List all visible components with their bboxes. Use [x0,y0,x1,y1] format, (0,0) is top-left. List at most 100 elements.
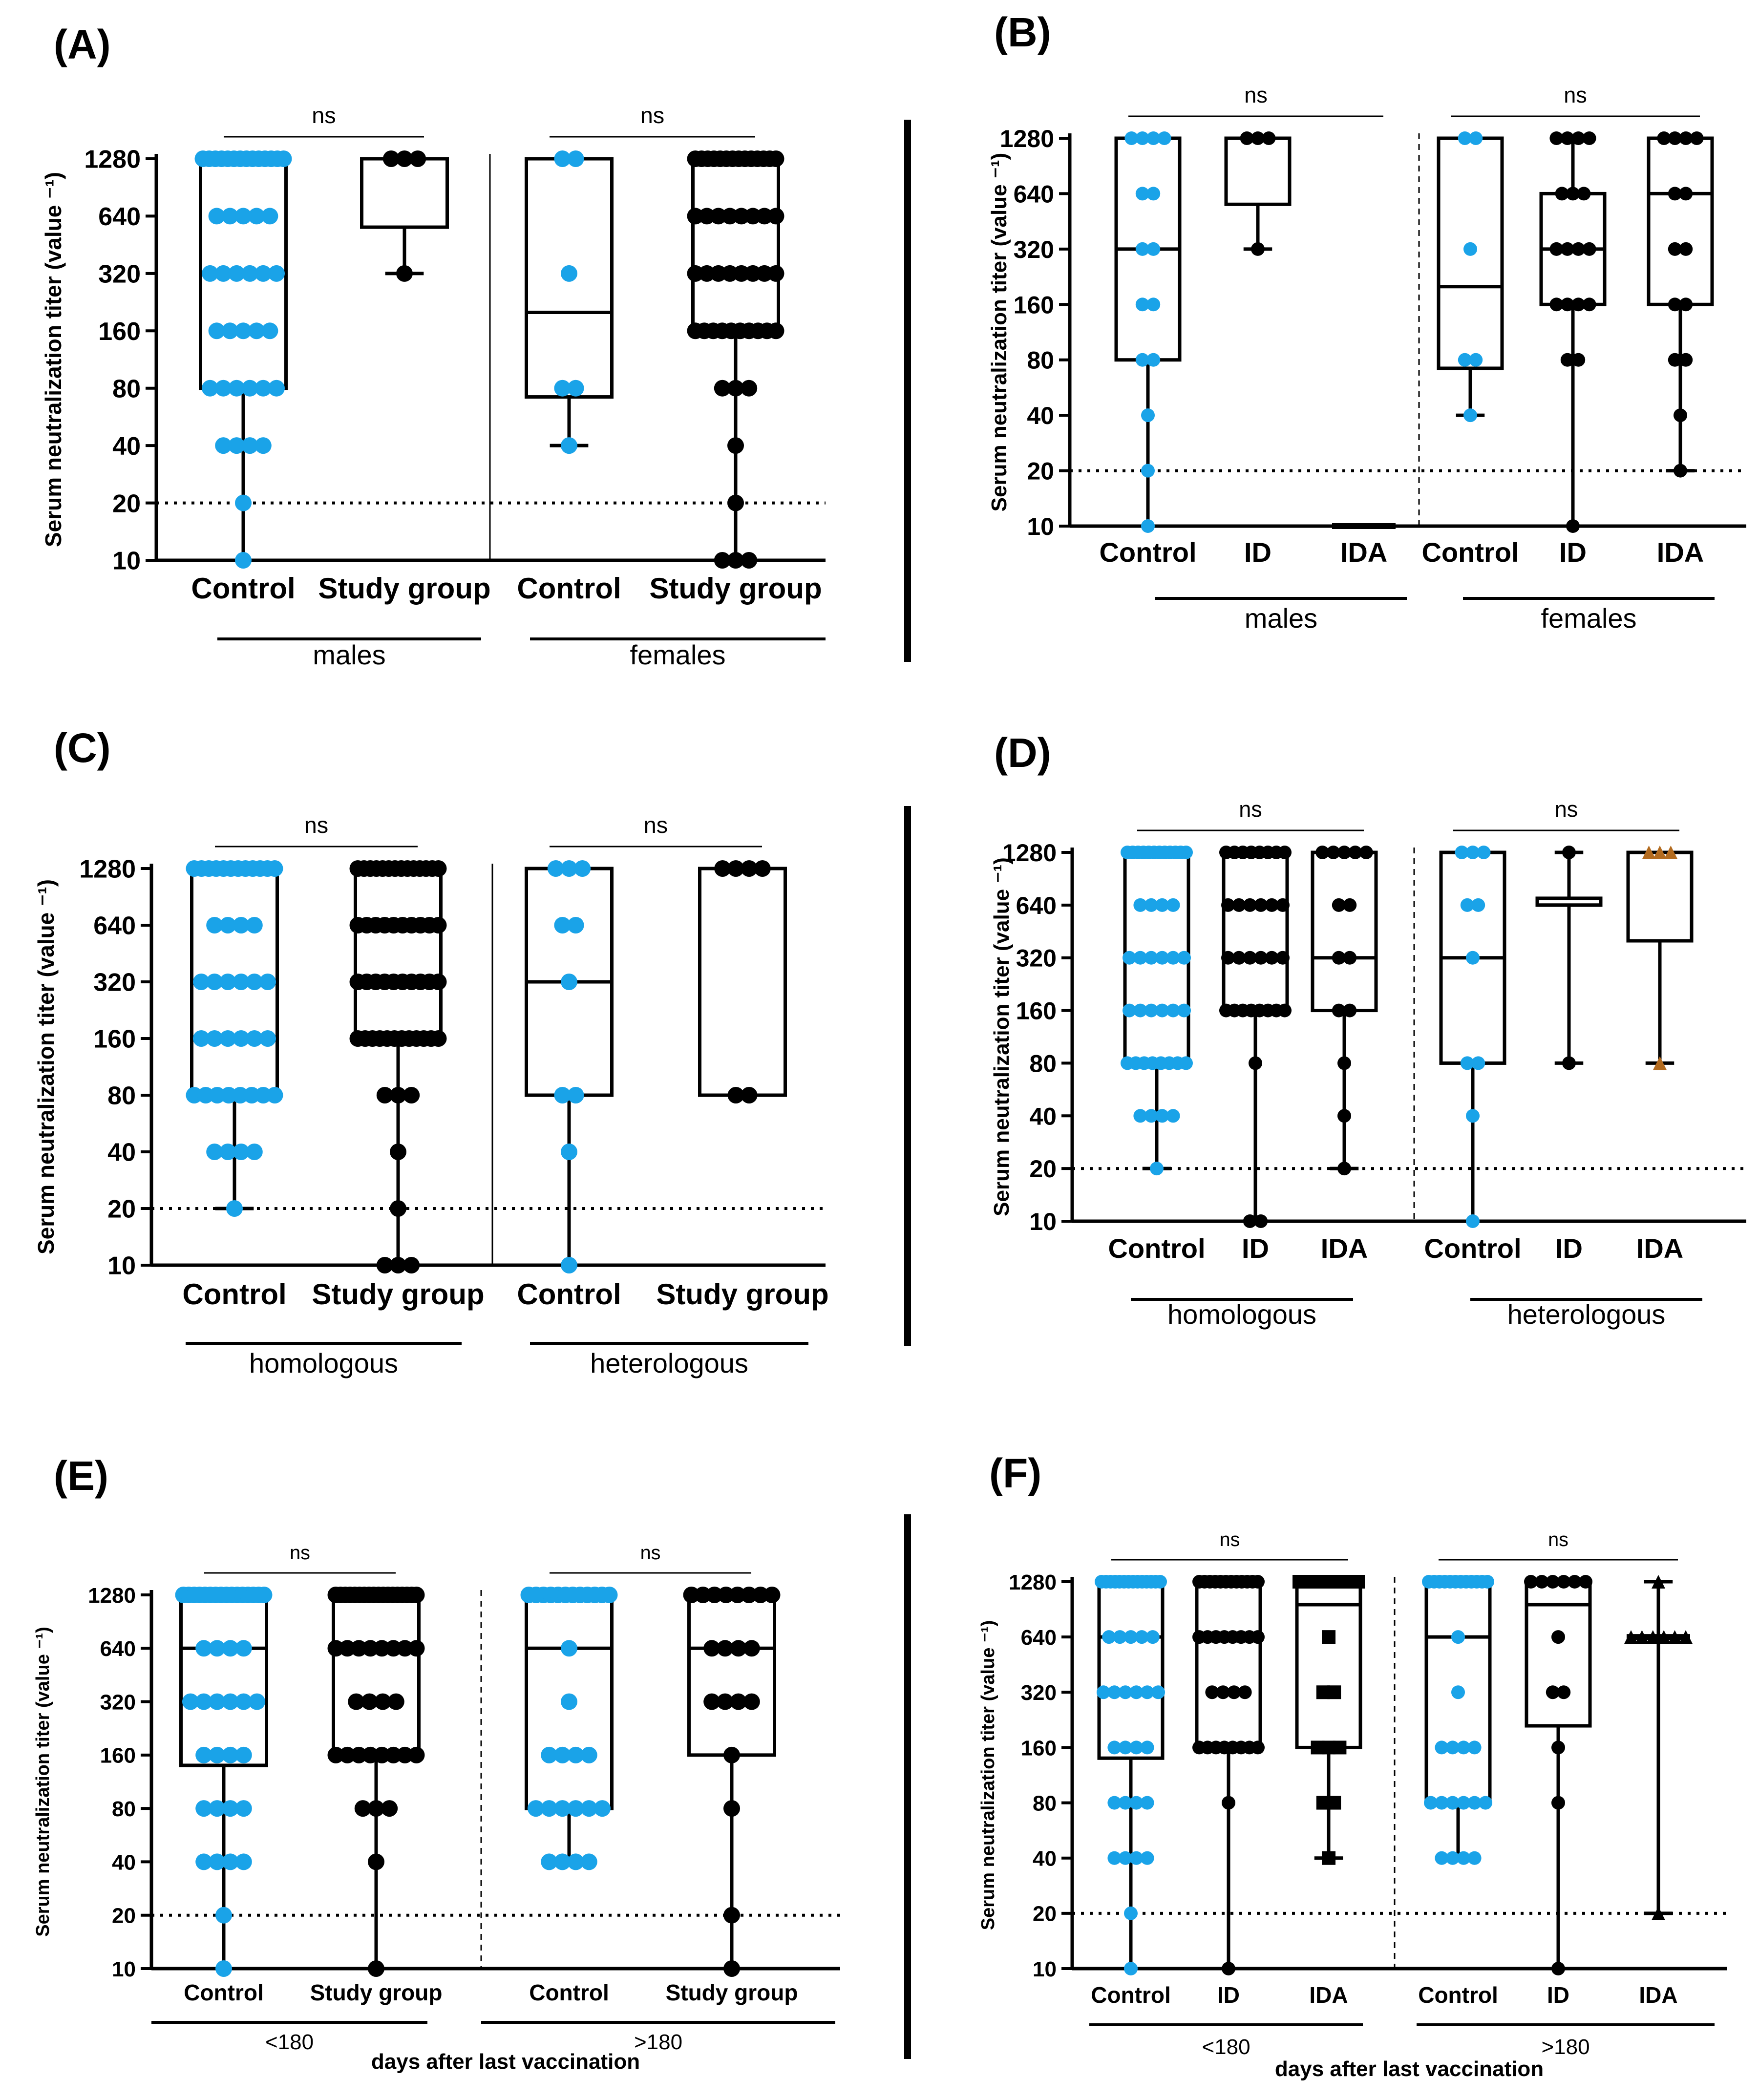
y-tick-label: 320 [98,260,141,289]
data-point [246,1030,263,1047]
data-point [729,1587,746,1603]
data-point [254,1087,272,1103]
data-point [1551,1796,1565,1810]
category-label: males [313,639,385,670]
data-point [1102,1630,1116,1644]
group-label: IDA [1321,1233,1368,1264]
data-point [1435,1851,1449,1865]
data-point [1337,1109,1351,1123]
data-point [1118,1685,1132,1699]
data-point [1466,846,1480,859]
data-point [1177,1003,1191,1018]
data-point [396,1746,413,1763]
data-point [1315,846,1330,859]
data-point [567,150,584,167]
data-point [430,917,447,933]
box-group [1114,131,1182,533]
data-point [687,265,704,282]
data-point [687,208,704,225]
data-point [714,860,731,877]
data-point [1624,1630,1638,1644]
box [698,867,787,1097]
box-group [1422,1575,1494,1865]
data-point [1153,1575,1167,1589]
data-point [567,380,584,397]
data-point [233,1030,250,1047]
data-point [1337,1056,1351,1070]
data-point [1679,353,1693,367]
data-point [1107,1851,1122,1865]
data-point [241,380,258,397]
data-point [1535,1575,1549,1589]
significance-label: ns [1239,797,1262,822]
box-group [683,1587,781,1977]
group-label: Control [182,1278,286,1311]
data-point [254,380,272,397]
data-point [1646,1630,1660,1644]
data-point [390,1200,406,1217]
data-point [717,1640,734,1657]
y-tick-label: 320 [1016,945,1057,972]
data-point [1144,1003,1158,1018]
data-point [1560,131,1574,145]
data-point [219,917,236,933]
group-label: IDA [1639,1982,1677,2008]
data-point [1657,1630,1671,1644]
data-point [222,1693,239,1710]
data-point [1222,1796,1235,1810]
data-point [1351,1575,1365,1589]
data-point [721,265,739,282]
data-point [1216,1685,1230,1699]
data-point [1579,1575,1592,1589]
data-point [561,437,577,454]
data-point [1232,898,1246,912]
data-point [1129,1685,1144,1699]
y-tick-label: 80 [1033,1791,1057,1815]
box-group [360,150,449,282]
data-point [197,1087,214,1103]
box-group [1224,131,1292,256]
data-point [1151,1685,1165,1699]
data-point [1135,187,1149,201]
y-tick-label: 320 [1014,236,1054,263]
y-axis-label: Serum neutralization titer (value ⁻¹) [990,857,1014,1216]
significance-label: ns [1564,83,1587,107]
y-tick-label: 160 [100,1744,136,1768]
group-label: Control [517,1278,621,1311]
data-point [206,974,223,990]
data-point [723,1746,740,1763]
data-point [215,380,232,397]
data-point [1568,1575,1582,1589]
data-point [1135,131,1149,145]
category-label: females [1541,603,1636,634]
data-point [195,1853,212,1870]
data-point [1571,353,1586,367]
data-point [348,1693,365,1710]
data-point [574,860,591,877]
y-tick-label: 20 [1033,1902,1057,1926]
data-point [228,265,245,282]
y-tick-label: 40 [112,432,141,461]
data-point [1124,1630,1138,1644]
data-point [1135,242,1149,256]
data-point [430,974,447,990]
data-point [1332,1003,1346,1018]
box-group [1535,846,1603,1070]
data-point [717,1693,734,1710]
data-point [730,1640,747,1657]
data-point [554,1800,571,1817]
data-point [723,1960,740,1977]
data-point [220,1087,237,1103]
data-point [261,208,278,225]
y-tick-label: 20 [112,489,141,518]
data-point [209,1693,226,1710]
data-point [430,1030,447,1047]
data-point [209,1800,226,1817]
data-point [221,208,238,225]
group-label: IDA [1309,1982,1348,2008]
data-point [1232,951,1246,965]
data-point [1177,951,1191,965]
data-point [248,322,265,339]
y-axis-label: Serum neutralization titer (value ⁻¹) [987,153,1011,512]
data-point [580,1853,597,1870]
